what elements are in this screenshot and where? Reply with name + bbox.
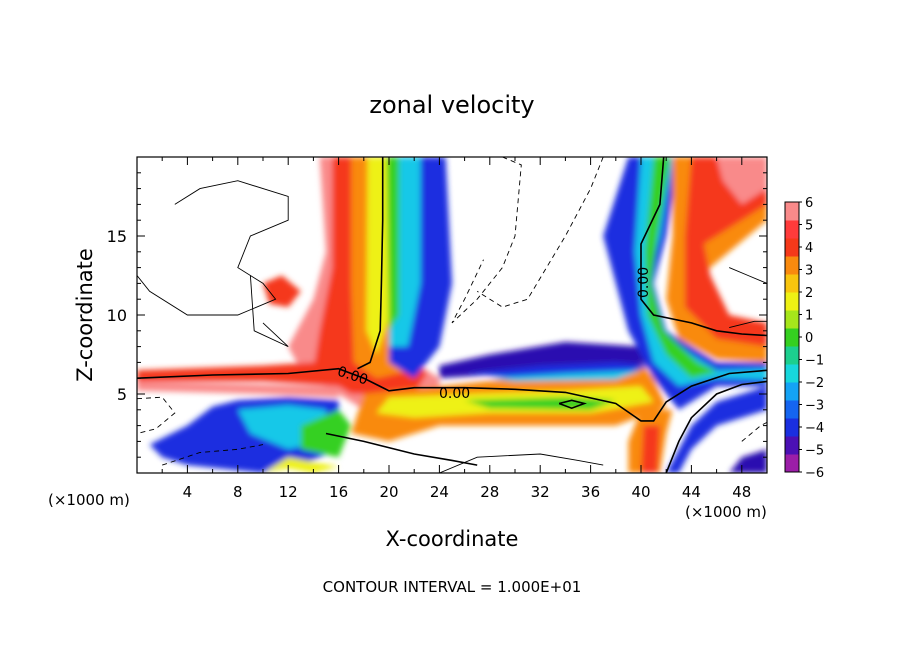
colorbar-swatch	[785, 436, 799, 455]
y-axis-label: Z-coordinate	[73, 248, 97, 382]
zero-contour	[558, 399, 587, 410]
x-unit-label: (×1000 m)	[48, 491, 130, 509]
band-zero	[386, 157, 400, 331]
band-jet-left	[137, 359, 339, 387]
colorbar-swatch	[785, 328, 799, 347]
x-tick-label: 36	[581, 483, 600, 501]
zero-contour	[640, 157, 767, 337]
x-tick-label: 16	[329, 483, 348, 501]
x-axis-label: X-coordinate	[386, 527, 519, 551]
colorbar-swatch	[785, 238, 799, 257]
negative-contour	[741, 421, 767, 442]
colorbar-tick-label: −6	[805, 466, 824, 481]
colorbar-swatch	[785, 382, 799, 401]
positive-contour	[439, 453, 604, 473]
contour-interval-note: CONTOUR INTERVAL = 1.000E+01	[323, 578, 582, 596]
x-tick-label: 48	[732, 483, 751, 501]
band-right-red	[685, 157, 767, 347]
colorbar-tick-label: 2	[805, 286, 813, 301]
colorbar-tick-label: 6	[805, 196, 813, 211]
zero-contour	[357, 157, 384, 370]
band-jet-left-lower	[137, 381, 339, 398]
band-upper-cyan	[489, 370, 641, 382]
colorbar-swatch	[785, 202, 799, 221]
x-tick-label: 44	[682, 483, 701, 501]
contour-labels: 0.00 0.00 0.00	[335, 267, 652, 402]
contour-lines	[137, 157, 767, 473]
positive-contour	[137, 180, 289, 316]
zero-contour	[665, 380, 767, 473]
band-lowright-red	[641, 425, 660, 473]
contour-label: 0.00	[636, 267, 652, 298]
colorbar-swatch	[785, 220, 799, 239]
negative-contour	[476, 157, 604, 308]
y-tick-label: 10	[107, 306, 127, 325]
x-tick-label: 4	[183, 483, 193, 501]
x-tick-label: 20	[379, 483, 398, 501]
colorbar-swatch	[785, 310, 799, 329]
colorbar-swatch	[785, 400, 799, 419]
x-tick-label: 28	[480, 483, 499, 501]
colorbar-swatch	[785, 256, 799, 275]
band-lowright-negative	[615, 386, 767, 473]
zero-contour	[325, 432, 478, 466]
colorbar-tick-label: −3	[805, 399, 824, 414]
velocity-field	[137, 157, 767, 473]
colorbar-tick-label: 3	[805, 264, 813, 279]
contour-label: 0.00	[439, 386, 470, 402]
negative-contour	[137, 396, 176, 434]
x-tick-label: 32	[531, 483, 550, 501]
band-blob	[263, 275, 301, 308]
colorbar-tick-label: −2	[805, 376, 824, 391]
x-unit-label-right: (×1000 m)	[685, 503, 767, 521]
x-tick-label: 12	[279, 483, 298, 501]
colorbar: 6 5 4 3 2 1 0 −1 −2 −3 −4 −5 −6	[784, 196, 824, 481]
band-right-cyan	[634, 157, 767, 387]
band-right-pink	[716, 157, 767, 205]
y-axis: 5 10 15	[107, 172, 767, 458]
colorbar-tick-label: −4	[805, 421, 824, 436]
colorbar-tick-label: 4	[805, 241, 813, 256]
colorbar-tick-label: −5	[805, 444, 824, 459]
x-axis: 4 8 12 16 20 24 28 32 36 40 44 48	[161, 157, 751, 501]
y-tick-label: 15	[107, 227, 127, 246]
band-positive-core	[366, 157, 392, 355]
plot-area	[137, 157, 767, 473]
y-tick-label: 5	[117, 385, 127, 404]
colorbar-swatch	[785, 346, 799, 365]
colorbar-swatch	[785, 274, 799, 293]
band-corner-negative	[729, 449, 767, 473]
band-bottom-yellow	[263, 457, 339, 473]
negative-contour	[162, 444, 264, 466]
band-right-green	[644, 157, 717, 379]
colorbar-tick-label: 5	[805, 219, 813, 234]
positive-contour	[729, 267, 767, 284]
x-tick-label: 40	[631, 483, 650, 501]
colorbar-tick-label: 1	[805, 309, 813, 324]
x-tick-label: 24	[430, 483, 449, 501]
colorbar-tick-label: 0	[805, 331, 813, 346]
zero-contour	[137, 367, 767, 422]
positive-contour	[729, 320, 767, 329]
colorbar-swatch	[785, 418, 799, 437]
positive-contour	[249, 275, 289, 348]
colorbar-swatch	[785, 292, 799, 311]
chart-title: zonal velocity	[369, 91, 534, 119]
band-upper-negative	[439, 341, 667, 379]
colorbar-tick-label: −1	[805, 354, 824, 369]
colorbar-swatch	[785, 454, 799, 473]
negative-contour	[451, 157, 522, 324]
colorbar-swatch	[785, 364, 799, 383]
x-tick-label: 8	[233, 483, 243, 501]
